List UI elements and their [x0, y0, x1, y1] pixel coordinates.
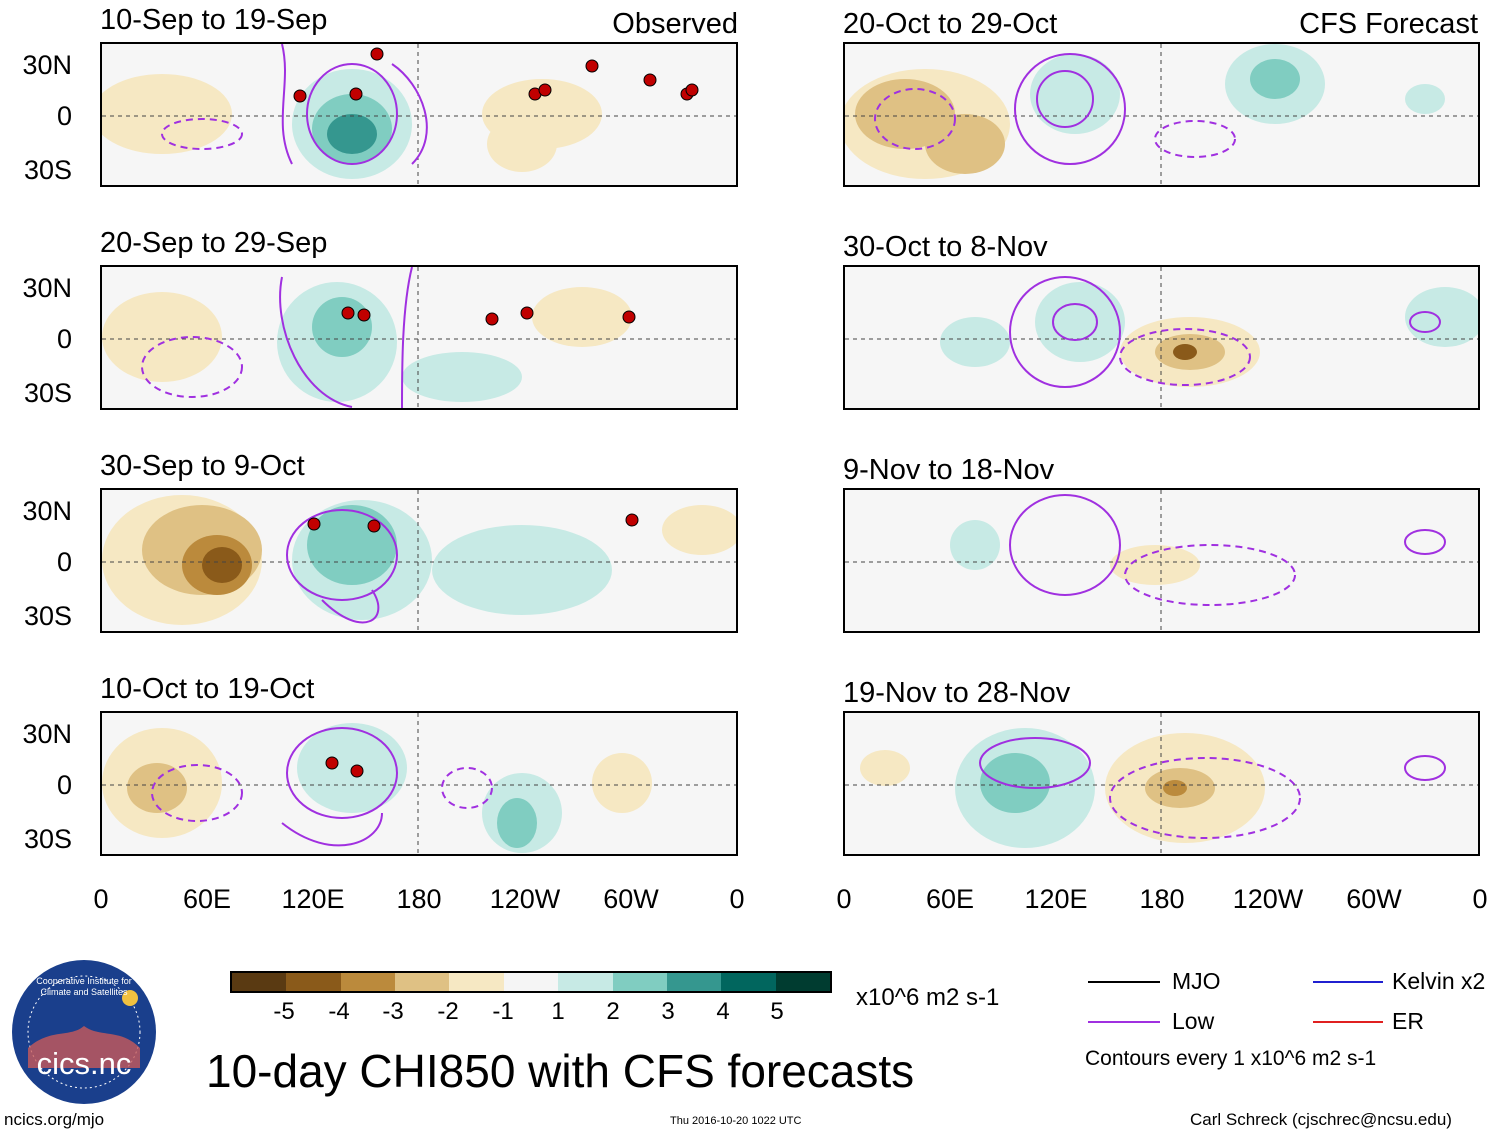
lon-label-60w: 60W	[1346, 884, 1402, 914]
footer-timestamp: Thu 2016-10-20 1022 UTC	[670, 1115, 802, 1127]
legend-label-kelvin: Kelvin x2	[1392, 968, 1486, 994]
colorbar-label: -3	[382, 998, 404, 1025]
lon-label-60w: 60W	[603, 884, 659, 914]
lon-label-0: 0	[836, 884, 852, 914]
legend-line-low	[1088, 1021, 1160, 1023]
lat-label-30s: 30S	[23, 601, 72, 631]
colorbar-swatch	[449, 973, 504, 991]
contours-note: Contours every 1 x10^6 m2 s-1	[1085, 1047, 1377, 1070]
panel-title-1: 10-Sep to 19-Sep	[100, 4, 328, 36]
colorbar-label: 1	[551, 998, 565, 1025]
lat-label-30n: 30N	[22, 719, 72, 749]
colorbar-swatch	[503, 973, 559, 991]
lon-label-120e: 120E	[281, 884, 345, 914]
colorbar-swatch	[612, 973, 667, 991]
colorbar-swatch	[232, 973, 287, 991]
colorbar-units: x10^6 m2 s-1	[856, 984, 1000, 1011]
lat-label-30s: 30S	[23, 378, 72, 408]
map-panel-6	[843, 265, 1480, 410]
map-panel-2	[100, 265, 738, 410]
lon-label-60e: 60E	[925, 884, 975, 914]
map-panel-7	[843, 488, 1480, 633]
map-panel-5	[843, 42, 1480, 187]
lat-label-30n: 30N	[22, 50, 72, 80]
colorbar-swatch	[286, 973, 341, 991]
map-panel-1	[100, 42, 738, 187]
lon-label-60e: 60E	[182, 884, 232, 914]
map-panel-3	[100, 488, 738, 633]
colorbar-label: -4	[328, 998, 350, 1025]
colorbar-swatch	[395, 973, 450, 991]
lat-label-30s: 30S	[23, 824, 72, 854]
lon-label-120w: 120W	[1232, 884, 1304, 914]
lat-label-eq: 0	[56, 770, 72, 800]
logo-text: cics.nc	[36, 1046, 132, 1081]
colorbar-swatch	[340, 973, 396, 991]
legend-label-low: Low	[1172, 1008, 1215, 1034]
footer-url[interactable]: ncics.org/mjo	[4, 1110, 105, 1129]
footer-credit: Carl Schreck (cjschrec@ncsu.edu)	[1190, 1110, 1452, 1129]
lon-label-180: 180	[396, 884, 442, 914]
panel-title-6: 30-Oct to 8-Nov	[843, 231, 1048, 263]
lon-label-360: 0	[1472, 884, 1488, 914]
main-title: 10-day CHI850 with CFS forecasts	[206, 1045, 915, 1097]
colorbar-label: 4	[716, 998, 730, 1025]
observed-label: Observed	[612, 8, 738, 40]
lon-label-0: 0	[93, 884, 109, 914]
lat-label-30n: 30N	[22, 496, 72, 526]
colorbar-label: 3	[661, 998, 675, 1025]
map-panel-8	[843, 711, 1480, 856]
colorbar-label: -2	[437, 998, 459, 1025]
colorbar-label: 2	[606, 998, 620, 1025]
panel-title-7: 9-Nov to 18-Nov	[843, 454, 1055, 486]
legend-line-kelvin	[1313, 981, 1383, 983]
logo-ring-text: Cooperative Institute for Climate and Sa…	[36, 976, 132, 997]
lat-label-eq: 0	[56, 547, 72, 577]
colorbar-swatch	[558, 973, 613, 991]
lat-label-eq: 0	[56, 101, 72, 131]
colorbar-label: -1	[492, 998, 514, 1025]
lon-label-120e: 120E	[1024, 884, 1088, 914]
colorbar-swatch	[721, 973, 776, 991]
legend-line-er	[1313, 1021, 1383, 1023]
colorbar-label: 5	[770, 998, 784, 1025]
panel-title-8: 19-Nov to 28-Nov	[843, 677, 1071, 709]
lat-label-30n: 30N	[22, 273, 72, 303]
lon-label-120w: 120W	[489, 884, 561, 914]
colorbar-swatch	[775, 973, 830, 991]
forecast-label: CFS Forecast	[1299, 8, 1478, 40]
lon-label-360: 0	[729, 884, 745, 914]
panel-title-3: 30-Sep to 9-Oct	[100, 450, 305, 482]
colorbar-swatch	[666, 973, 722, 991]
map-panel-4	[100, 711, 738, 856]
colorbar-label: -5	[273, 998, 295, 1025]
cics-logo: cics.nc Cooperative Institute for Climat…	[10, 958, 158, 1106]
colorbar	[230, 971, 832, 993]
panel-title-2: 20-Sep to 29-Sep	[100, 227, 328, 259]
legend-label-er: ER	[1392, 1008, 1424, 1034]
legend-label-mjo: MJO	[1172, 968, 1221, 994]
panel-title-5: 20-Oct to 29-Oct	[843, 8, 1058, 40]
lon-label-180: 180	[1139, 884, 1185, 914]
legend-line-mjo	[1088, 981, 1160, 983]
panel-title-4: 10-Oct to 19-Oct	[100, 673, 315, 705]
lat-label-30s: 30S	[23, 155, 72, 185]
lat-label-eq: 0	[56, 324, 72, 354]
